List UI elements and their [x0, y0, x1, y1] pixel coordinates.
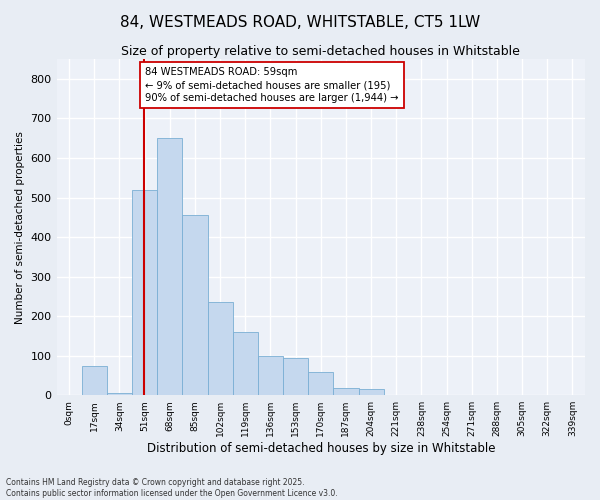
- Bar: [283, 358, 308, 395]
- Bar: [182, 216, 208, 395]
- Bar: [157, 138, 182, 395]
- Title: Size of property relative to semi-detached houses in Whitstable: Size of property relative to semi-detach…: [121, 45, 520, 58]
- Bar: [359, 390, 383, 395]
- Y-axis label: Number of semi-detached properties: Number of semi-detached properties: [15, 130, 25, 324]
- Bar: [132, 190, 157, 395]
- Bar: [107, 393, 132, 395]
- Text: Contains HM Land Registry data © Crown copyright and database right 2025.
Contai: Contains HM Land Registry data © Crown c…: [6, 478, 338, 498]
- Text: 84 WESTMEADS ROAD: 59sqm
← 9% of semi-detached houses are smaller (195)
90% of s: 84 WESTMEADS ROAD: 59sqm ← 9% of semi-de…: [145, 67, 398, 104]
- Bar: [233, 332, 258, 395]
- Bar: [334, 388, 359, 395]
- Bar: [308, 372, 334, 395]
- X-axis label: Distribution of semi-detached houses by size in Whitstable: Distribution of semi-detached houses by …: [146, 442, 495, 455]
- Bar: [208, 302, 233, 395]
- Bar: [82, 366, 107, 395]
- Text: 84, WESTMEADS ROAD, WHITSTABLE, CT5 1LW: 84, WESTMEADS ROAD, WHITSTABLE, CT5 1LW: [120, 15, 480, 30]
- Bar: [258, 356, 283, 395]
